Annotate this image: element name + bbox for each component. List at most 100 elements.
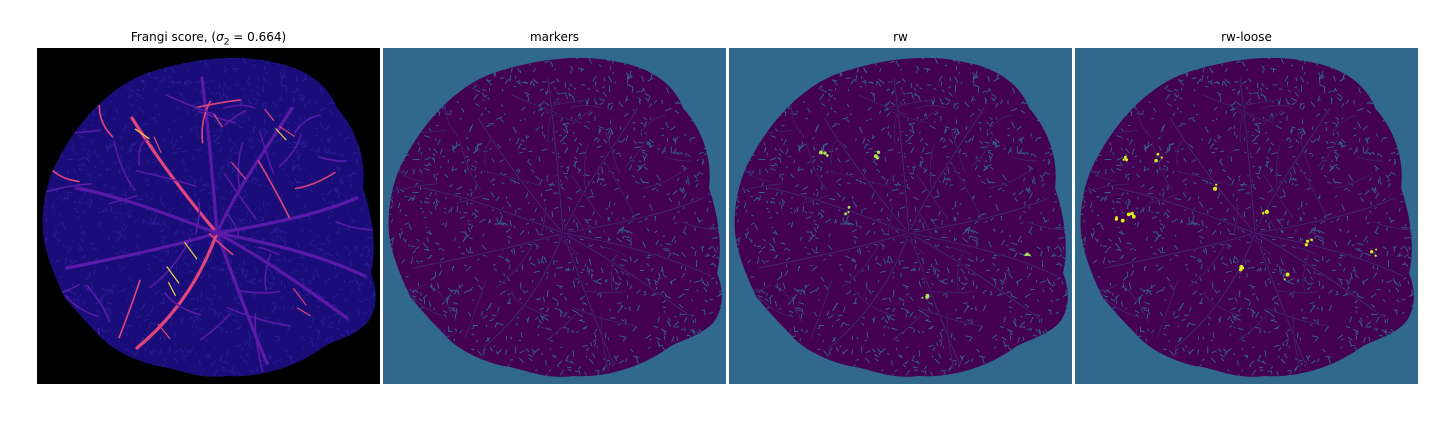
rw-image: [729, 48, 1072, 384]
detection-spot: [1123, 155, 1127, 159]
vessel: [195, 201, 201, 234]
vessel: [200, 313, 231, 341]
detection-spot: [1240, 266, 1245, 270]
frangi-highlight: [275, 128, 287, 141]
frangi-highlight: [278, 125, 295, 137]
detection-spot: [1375, 248, 1378, 251]
vessel: [165, 94, 217, 116]
vessel: [294, 114, 321, 133]
detection-spot: [1126, 212, 1131, 217]
detection-spot: [1131, 214, 1136, 219]
detection-spot: [1213, 186, 1218, 191]
detection-spot: [825, 154, 829, 157]
vessel: [258, 246, 280, 256]
detection-spot: [1374, 254, 1377, 257]
frangi-highlight: [231, 161, 247, 180]
retina-tissue: [42, 57, 376, 377]
vessel: [215, 106, 294, 235]
frangi-title-prefix: Frangi score, (: [130, 30, 217, 44]
vessel: [200, 76, 219, 235]
vessel-texture: [388, 57, 722, 377]
rw-loose-panel-title: rw-loose: [1221, 30, 1272, 44]
sigma-value: = 0.664): [229, 30, 287, 44]
detection-spot: [847, 211, 850, 214]
vessel: [118, 279, 141, 339]
frangi-highlight: [264, 108, 275, 122]
markers-panel-title: markers: [529, 30, 580, 44]
vessel: [64, 295, 99, 318]
vessel: [259, 131, 275, 175]
vessel: [98, 105, 114, 138]
detection-spot: [1310, 238, 1313, 242]
vessel: [136, 170, 197, 187]
vessel: [215, 231, 367, 278]
vessel: [86, 284, 111, 323]
vessel: [257, 160, 291, 219]
sigma-subscript: 2: [223, 37, 230, 48]
vessel: [215, 231, 269, 365]
retina-tissue: [1080, 57, 1414, 377]
detection-spot: [1025, 252, 1029, 256]
detection-spot: [925, 295, 929, 299]
vessel: [164, 292, 201, 316]
detection-spot: [1283, 278, 1286, 281]
vessel: [65, 231, 219, 270]
detection-spot: [847, 205, 851, 209]
detection-spot: [1306, 239, 1310, 243]
vessel: [335, 221, 374, 231]
detection-spot: [1285, 272, 1290, 277]
detection-spot: [1028, 254, 1031, 257]
vessel: [238, 290, 281, 294]
rw-panel-title: rw: [893, 30, 908, 44]
detection-spot: [1160, 156, 1163, 159]
frangi-highlight: [184, 241, 198, 260]
vessel: [149, 237, 191, 289]
vessel: [294, 171, 336, 190]
retina-tissue: [734, 57, 1068, 377]
detection-spot: [1264, 209, 1269, 214]
vessel: [215, 231, 349, 320]
vessel: [227, 213, 240, 236]
vessel: [135, 231, 219, 350]
vessel: [226, 307, 291, 327]
detection-spot: [1370, 250, 1374, 254]
retina-svg: [383, 48, 726, 384]
vessel: [318, 156, 347, 162]
detection-spot: [1261, 212, 1265, 215]
vessel: [75, 186, 219, 235]
detection-spot: [1215, 183, 1218, 186]
vessel: [42, 183, 92, 199]
retina-svg: [729, 48, 1072, 384]
rw-loose-image: [1075, 48, 1418, 384]
frangi-highlight: [166, 266, 180, 284]
retina-tissue: [388, 57, 722, 377]
frangi-highlight: [134, 128, 150, 140]
retina-svg: [1075, 48, 1418, 384]
detection-spot: [876, 150, 881, 154]
vessel: [264, 253, 272, 291]
vessel: [195, 99, 241, 109]
detection-spot: [1114, 217, 1119, 221]
detection-spot: [1304, 243, 1308, 247]
vessel: [197, 110, 237, 124]
vessel: [108, 194, 138, 205]
markers-image: [383, 48, 726, 384]
detection-spot: [1120, 218, 1125, 223]
frangi-highlight: [213, 113, 224, 128]
vessel: [138, 138, 147, 166]
frangi-highlight: [167, 281, 177, 297]
detection-spot: [1154, 158, 1158, 163]
frangi-highlight: [296, 307, 311, 317]
vessel: [208, 233, 234, 256]
detection-spot: [1130, 211, 1134, 216]
detection-spot: [1125, 158, 1129, 162]
detection-spot: [823, 151, 827, 155]
vessel: [237, 142, 244, 194]
frangi-highlight: [157, 323, 171, 340]
vessel: [224, 109, 247, 126]
frangi-highlight: [292, 288, 307, 306]
detection-spot: [1156, 152, 1160, 156]
vessel: [278, 133, 302, 168]
retina-svg: [37, 48, 380, 384]
frangi-highlight: [153, 136, 162, 154]
